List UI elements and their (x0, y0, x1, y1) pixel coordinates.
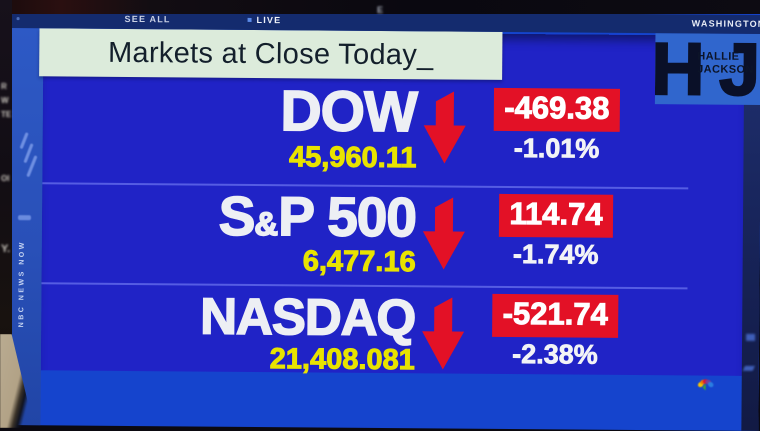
change-percent: -1.01% (513, 133, 600, 164)
index-close-value: 21,408.081 (269, 343, 416, 377)
change-value-badge: -469.38 (494, 87, 620, 132)
background-text-fragment: E (377, 5, 384, 15)
see-all-label: SEE ALL (124, 13, 171, 25)
live-indicator: LIVE (247, 14, 282, 26)
tv-screen: SEE ALL LIVE WASHINGTON NBC NEWS NOW DOW… (8, 7, 760, 431)
ambient-left-strip: R W TE OI Y. (0, 0, 12, 428)
background-text-fragment: TE (1, 110, 12, 119)
network-side-strip: NBC NEWS NOW (8, 28, 44, 426)
show-logo-bug: H J HALLIE JACKSON (654, 33, 760, 105)
change-percent: -1.74% (512, 239, 599, 270)
down-arrow-icon (416, 81, 467, 170)
change-percent: -2.38% (512, 339, 599, 370)
background-text-fragment: Y. (1, 243, 11, 255)
market-row-nasdaq: NASDAQ 21,408.081 -521.74 -2.38% (41, 284, 744, 378)
index-symbol: S&P 500 (218, 184, 417, 249)
markets-panel: DOW 45,960.11 -469.38 -1.01% S&P 500 6,4… (40, 30, 746, 378)
headline-title: Markets at Close Today_ (107, 36, 434, 71)
live-label: LIVE (256, 14, 282, 26)
nbc-peacock-icon (697, 379, 714, 391)
change-value-badge: -521.74 (492, 293, 618, 338)
topbar-tick-icon (16, 17, 20, 21)
index-close-value: 45,960.11 (288, 141, 417, 175)
edge-mark-icon (742, 365, 755, 371)
markets-rows: DOW 45,960.11 -469.38 -1.01% S&P 500 6,4… (41, 78, 745, 378)
brand-dash-icon (17, 215, 32, 221)
down-arrow-icon (416, 187, 467, 276)
index-symbol: NASDAQ (199, 287, 416, 347)
market-row-sp500: S&P 500 6,477.16 114.74 -1.74% (41, 184, 744, 288)
change-value-badge: 114.74 (499, 193, 613, 238)
index-close-value: 6,477.16 (302, 245, 416, 279)
anchor-name: HALLIE JACKSON (697, 50, 754, 77)
market-row-dow: DOW 45,960.11 -469.38 -1.01% (42, 78, 745, 188)
live-dot-icon (247, 17, 252, 22)
headline-bar: Markets at Close Today_ (39, 28, 503, 80)
location-label: WASHINGTON (691, 18, 760, 29)
peacock-sketch-icon (19, 132, 38, 177)
ampersand: & (253, 204, 279, 243)
down-arrow-icon (415, 287, 466, 376)
edge-mark-icon (746, 333, 756, 341)
background-text-fragment: R (1, 82, 7, 91)
background-text-fragment: OI (1, 174, 10, 183)
index-symbol: DOW (279, 78, 418, 145)
network-name-vertical: NBC NEWS NOW (18, 240, 26, 328)
background-text-fragment: W (1, 96, 9, 105)
ambient-top-band (0, 0, 760, 14)
